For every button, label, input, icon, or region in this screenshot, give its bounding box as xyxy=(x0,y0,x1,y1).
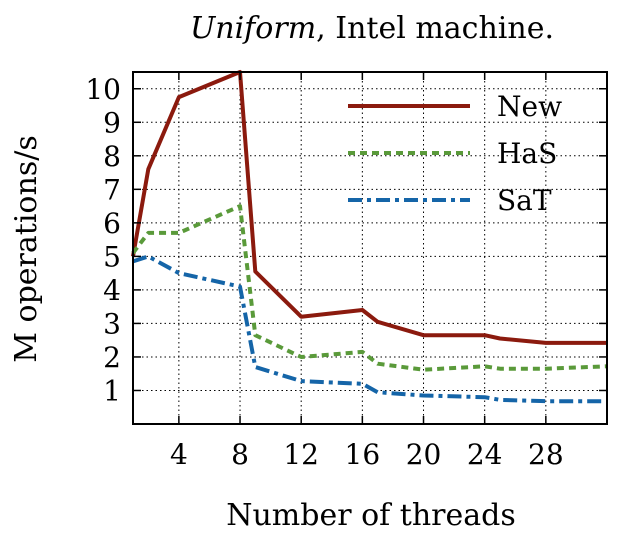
x-tick-label: 4 xyxy=(170,438,188,471)
legend: New HaS SaT xyxy=(348,90,562,217)
y-tick-label: 5 xyxy=(103,240,121,273)
x-tick-label: 24 xyxy=(467,438,503,471)
y-tick-label: 1 xyxy=(103,374,121,407)
legend-label-sat: SaT xyxy=(497,184,552,217)
x-axis-label: Number of threads xyxy=(226,498,516,533)
series-line-has xyxy=(131,204,608,372)
plot-frame xyxy=(132,71,608,425)
chart-title: Uniform, Intel machine. xyxy=(190,11,554,46)
y-axis-label: M operations/s xyxy=(9,135,44,362)
grid xyxy=(133,72,607,424)
y-tick-label: 7 xyxy=(103,173,121,206)
chart-title-italic: Uniform xyxy=(190,11,316,46)
y-tick-label: 10 xyxy=(85,73,121,106)
y-tick-label: 6 xyxy=(103,207,121,240)
series-lines xyxy=(131,70,608,404)
x-tick-label: 8 xyxy=(231,438,249,471)
x-tick-label: 20 xyxy=(406,438,442,471)
legend-label-new: New xyxy=(497,90,562,123)
x-tick-label: 16 xyxy=(345,438,381,471)
y-tick-label: 8 xyxy=(103,140,121,173)
y-tick-label: 2 xyxy=(103,341,121,374)
series-line-sat xyxy=(132,254,607,404)
series-line-new xyxy=(131,70,607,345)
legend-label-has: HaS xyxy=(497,137,557,170)
y-tick-label: 3 xyxy=(103,307,121,340)
y-tick-label: 4 xyxy=(103,274,121,307)
chart-title-rest: , Intel machine. xyxy=(316,11,554,46)
x-tick-label: 12 xyxy=(283,438,319,471)
y-tick-label: 9 xyxy=(103,106,121,139)
x-tick-label: 28 xyxy=(528,438,564,471)
